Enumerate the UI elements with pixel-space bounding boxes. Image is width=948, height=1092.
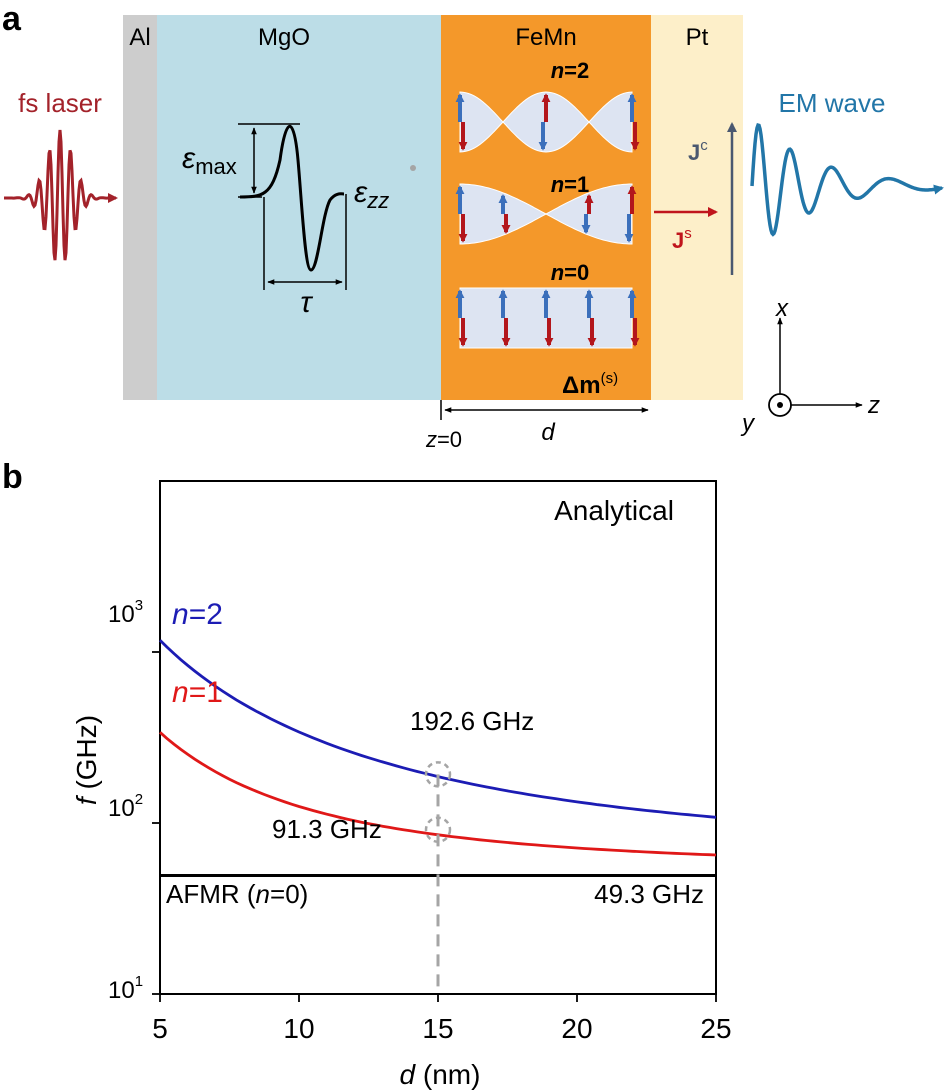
panel-a-label: a — [2, 0, 22, 38]
ytick-label-10-2: 102 — [108, 791, 143, 822]
panel-a: a Al MgO FeMn Pt fs laser εmax εzz τ n= — [2, 0, 944, 452]
afmr-label: AFMR (n=0) — [166, 879, 308, 909]
ytick-label-10-1: 101 — [108, 973, 143, 1004]
n2-value-label: 192.6 GHz — [410, 706, 534, 736]
xtick-label-25: 25 — [700, 1013, 731, 1044]
panel-b: b Analytical n=2 n=1 192.6 GHz 91.3 GHz … — [2, 458, 732, 1090]
n2-curve-label: n=2 — [172, 598, 223, 631]
legend-title: Analytical — [554, 495, 674, 526]
tau-label: τ — [300, 286, 313, 319]
js-label: Js — [672, 225, 692, 253]
fs-laser-label: fs laser — [18, 88, 102, 118]
n1-marker-circle — [424, 816, 452, 844]
z-axis-label: z — [867, 392, 880, 419]
delta-m-label: Δm(s) — [562, 370, 618, 399]
curves — [159, 639, 717, 994]
afmr-value-label: 49.3 GHz — [594, 879, 704, 909]
n1-curve-label: n=1 — [172, 676, 223, 709]
mode-n1-label: n=1 — [551, 172, 590, 197]
xtick-label-15: 15 — [422, 1013, 453, 1044]
eps-max-label: εmax — [182, 142, 237, 179]
em-wave-label: EM wave — [779, 88, 886, 118]
d-label: d — [541, 419, 555, 446]
em-wave — [750, 122, 944, 237]
axis-ticks — [152, 651, 717, 1002]
al-label: Al — [129, 24, 150, 51]
ytick-label-10-3: 103 — [108, 597, 143, 628]
pt-layer — [651, 15, 743, 400]
xtick-label-10: 10 — [283, 1013, 314, 1044]
x-axis-title: d (nm) — [400, 1059, 481, 1090]
jc-label: Jc — [688, 137, 708, 165]
xtick-label-5: 5 — [152, 1013, 168, 1044]
small-dot — [410, 165, 416, 171]
n1-value-label: 91.3 GHz — [272, 814, 382, 844]
laser-pulse — [4, 129, 118, 261]
pt-label: Pt — [686, 24, 709, 51]
z0-label: z=0 — [425, 427, 462, 452]
eps-zz-label: εzz — [354, 176, 389, 213]
mgo-layer — [157, 15, 441, 400]
spin-wave-modes — [455, 91, 640, 349]
al-layer — [123, 15, 157, 400]
xtick-label-20: 20 — [561, 1013, 592, 1044]
strain-curve — [239, 124, 345, 272]
mode-n0-label: n=0 — [551, 260, 590, 285]
y-axis-title: f (GHz) — [71, 715, 102, 805]
mode-n2-label: n=2 — [551, 58, 590, 83]
n2-marker-circle — [424, 761, 452, 788]
strain-pulse: εmax εzz τ — [182, 123, 389, 319]
y-axis-label: y — [740, 410, 756, 437]
xtick-labels: 5 10 15 20 25 — [152, 1013, 731, 1044]
y-axis-dot — [777, 402, 783, 408]
x-axis-label: x — [775, 295, 789, 322]
panel-b-label: b — [2, 458, 23, 496]
femn-label: FeMn — [515, 24, 576, 51]
mgo-label: MgO — [258, 24, 310, 51]
